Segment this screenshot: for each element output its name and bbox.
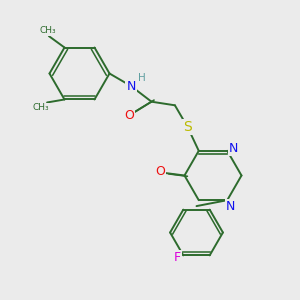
Text: N: N [226, 200, 236, 213]
Text: CH₃: CH₃ [33, 103, 50, 112]
Text: N: N [126, 80, 136, 93]
Text: O: O [156, 165, 165, 178]
Text: O: O [124, 109, 134, 122]
Text: S: S [183, 120, 192, 134]
Text: CH₃: CH₃ [40, 26, 57, 35]
Text: N: N [229, 142, 239, 155]
Text: F: F [174, 251, 181, 264]
Text: H: H [138, 73, 146, 83]
